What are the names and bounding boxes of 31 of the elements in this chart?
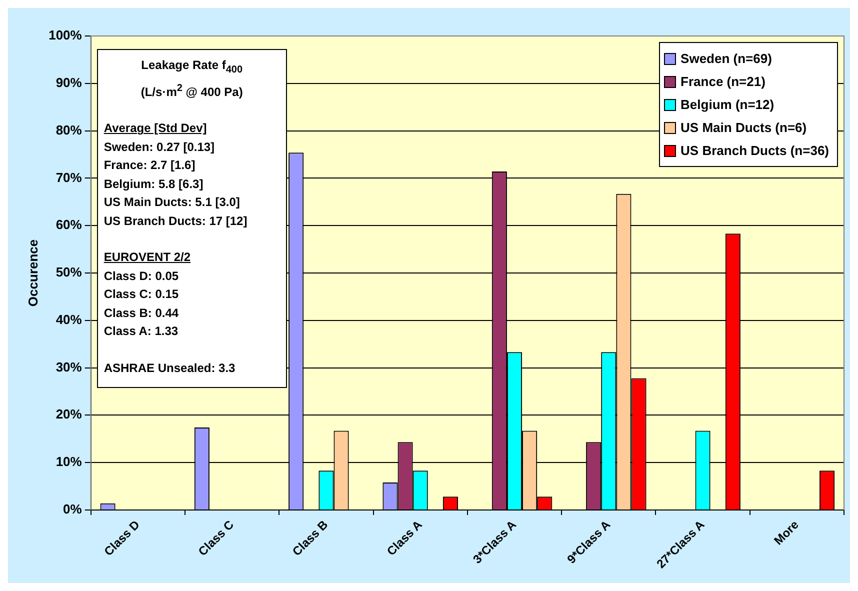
annotation: Leakage Rate f$_{400}$ <box>140 57 244 78</box>
y-tick-label: 30% <box>56 359 82 374</box>
y-tick-label: 20% <box>56 406 82 422</box>
y-tick-label: 10% <box>56 454 82 470</box>
y-tick-label: 90% <box>56 74 82 90</box>
annotation: US Branch Ducts: 17 [12] <box>104 212 248 230</box>
annotation: ASHRAE Unsealed: 3.3 <box>104 360 236 377</box>
annotation: Class B: 0.44 <box>104 304 180 322</box>
y-tick-label: 70% <box>56 170 82 185</box>
annotation: Class A: 1.33 <box>104 323 180 340</box>
y-tick-label: 60% <box>56 217 82 232</box>
annotation: Sweden: 0.27 [0.13] <box>104 138 216 156</box>
annotation: France: 2.7 [1.6] <box>104 157 196 174</box>
annotation: (L/s·m$^{2}$ @ 400 Pa) <box>140 82 244 101</box>
legend-label: Sweden (n=69) <box>680 51 772 66</box>
y-tick-label: 40% <box>56 312 82 327</box>
y-tick-label: 50% <box>56 264 82 280</box>
legend-label: Belgium (n=12) <box>680 97 774 112</box>
legend-label: US Branch Ducts (n=36) <box>680 143 829 158</box>
y-tick-label: 80% <box>56 122 82 138</box>
y-tick-label: 0% <box>63 502 82 517</box>
annotation: Class D: 0.05 <box>104 268 180 285</box>
legend-label: France (n=21) <box>680 74 766 89</box>
y-tick-label: 100% <box>48 28 82 43</box>
annotation: Class C: 0.15 <box>104 286 180 304</box>
y-axis-title: Occurence <box>25 239 40 307</box>
annotation: Belgium: 5.8 [6.3] <box>104 176 204 193</box>
annotation: US Main Ducts: 5.1 [3.0] <box>104 194 241 212</box>
legend-label: US Main Ducts (n=6) <box>680 120 807 135</box>
annotation: Average [Std Dev] <box>104 120 208 138</box>
annotation: EUROVENT 2/2 <box>104 249 192 266</box>
